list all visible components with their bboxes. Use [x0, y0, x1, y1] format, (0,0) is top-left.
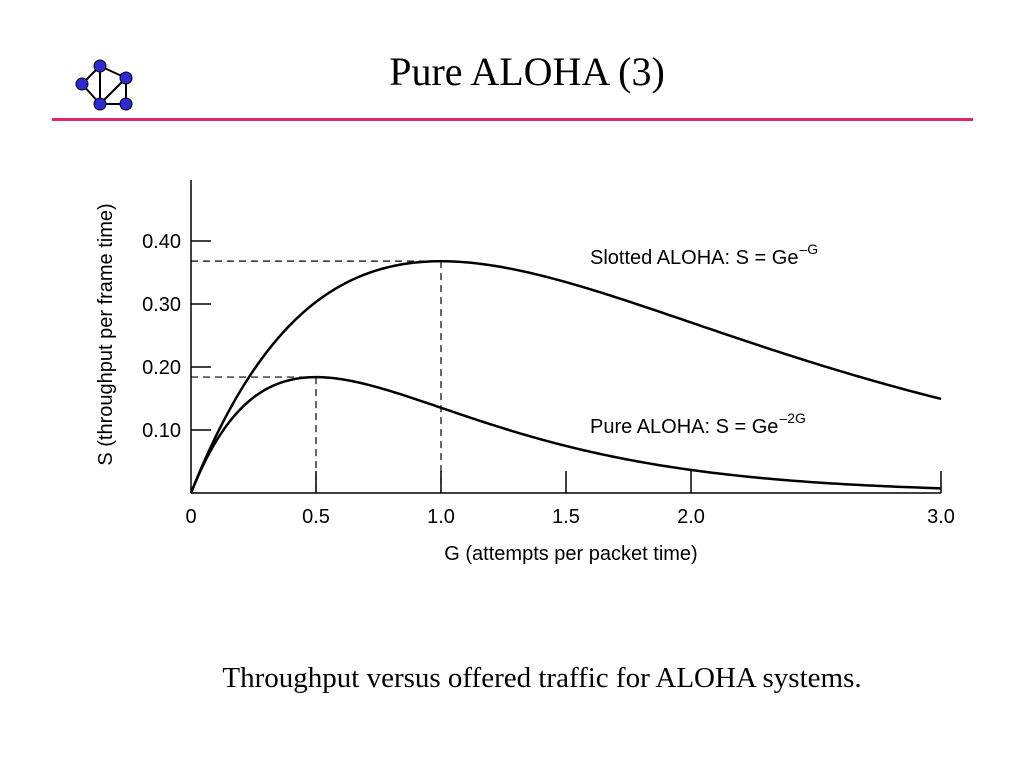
pure-aloha-curve — [189, 375, 942, 494]
y-axis-label: S (throughput per frame time) — [95, 203, 117, 465]
slotted-aloha-exponent: –G — [799, 241, 818, 257]
x-tick-label: 0.5 — [302, 506, 330, 528]
figure-caption: Throughput versus offered traffic for AL… — [222, 662, 862, 694]
y-tick-label: 0.10 — [142, 420, 181, 442]
x-axis-label: G (attempts per packet time) — [444, 543, 697, 565]
title-divider — [52, 118, 973, 121]
y-tick-label: 0.30 — [142, 294, 181, 316]
chart-axes — [190, 180, 942, 494]
x-tick-label: 0 — [185, 506, 196, 528]
x-tick-label: 1.0 — [427, 506, 455, 528]
pure-aloha-exponent: –2G — [779, 410, 805, 426]
y-tick-label: 0.20 — [142, 357, 181, 379]
chart-labels: 0.10 0.20 0.30 0.40 0 0.5 1.0 1.5 2.0 3.0 G (attem… — [95, 203, 955, 565]
y-tick-label: 0.40 — [142, 231, 181, 253]
x-tick-label: 2.0 — [677, 506, 705, 528]
peak-guides — [191, 260, 442, 493]
slotted-aloha-curve — [189, 259, 942, 494]
chart-curves — [189, 259, 942, 494]
pure-aloha-label: Pure ALOHA: S = Ge — [590, 416, 778, 438]
slotted-aloha-label: Slotted ALOHA: S = Ge — [590, 247, 798, 269]
network-graph-icon — [75, 59, 133, 111]
x-tick-label: 3.0 — [927, 506, 955, 528]
x-tick-label: 1.5 — [552, 506, 580, 528]
page-title: Pure ALOHA (3) — [389, 49, 665, 94]
